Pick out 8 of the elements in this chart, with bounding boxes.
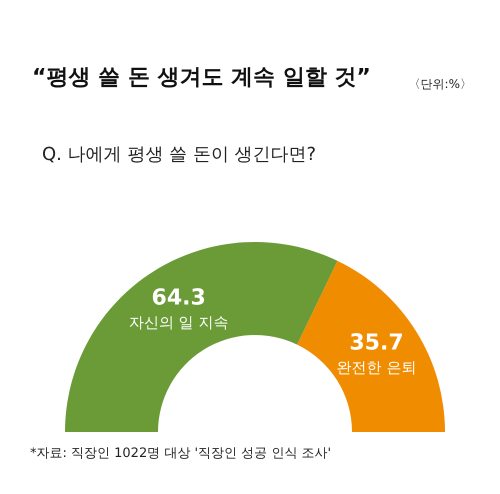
chart-title: “평생 쓸 돈 생겨도 계속 일할 것”: [32, 64, 371, 92]
slice-label: 완전한 은퇴: [336, 358, 416, 377]
chart-subtitle: Q. 나에게 평생 쓸 돈이 생긴다면?: [42, 143, 316, 166]
data-label: 64.3: [152, 285, 206, 310]
slice-label: 자신의 일 지속: [128, 313, 228, 332]
data-label: 35.7: [349, 330, 404, 356]
text: 〈단위:%〉: [408, 76, 472, 93]
text: *자료: 직장인 1022명 대상 '직장인 성공 인식 조사': [30, 445, 332, 462]
